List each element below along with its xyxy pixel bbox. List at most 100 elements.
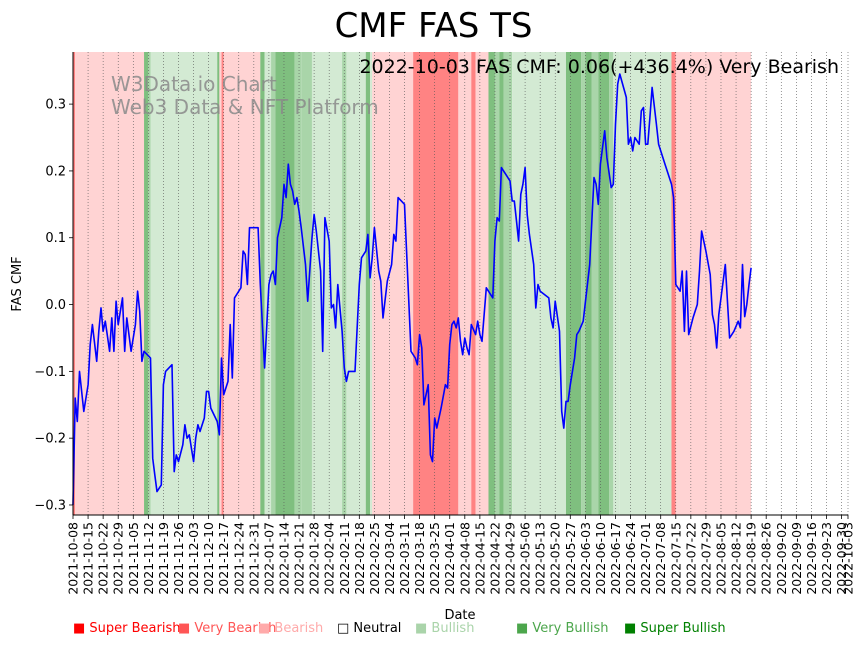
band-very_bullish (275, 52, 295, 515)
x-axis-label: Date (444, 608, 475, 623)
x-tick-label: 2022-05-13 (533, 522, 548, 595)
x-tick-label: 2022-09-09 (789, 522, 804, 595)
y-tick-label: 0.0 (45, 298, 66, 313)
x-tick-label: 2022-03-25 (427, 522, 442, 595)
band-bullish (150, 52, 218, 515)
x-tick-label: 2021-11-05 (126, 522, 141, 595)
line-layer (72, 73, 752, 506)
watermark-line-1: W3Data.io Chart (111, 72, 277, 96)
x-tick-label: 2021-10-22 (96, 522, 111, 595)
band-bullish (264, 52, 272, 515)
x-tick-label: 2022-01-14 (276, 522, 291, 595)
band-very_bearish (413, 52, 459, 515)
x-tick-label: 2022-08-12 (729, 522, 744, 595)
legend-item: ■ Super Bullish (624, 621, 726, 636)
axes-layer: 2021-10-08 2021-10-15 2021-10-22 2021-10-29… (34, 52, 856, 595)
band-bullish (370, 52, 373, 515)
series-line (72, 73, 752, 506)
x-tick-label: 2022-06-03 (578, 522, 593, 595)
legend-swatch: ■ (516, 621, 533, 636)
x-tick-label: 2022-04-01 (442, 522, 457, 595)
band-very_bearish (671, 52, 676, 515)
band-very_bullish (598, 52, 610, 515)
band-very_bullish (565, 52, 582, 515)
annotation-text: 2022-10-03 FAS CMF: 0.06(+436.4%) Very B… (359, 56, 839, 78)
legend-label: Bullish (431, 621, 475, 636)
x-tick-label: 2022-07-01 (638, 522, 653, 595)
y-tick-label: 0.3 (45, 98, 66, 113)
band-very_bullish (365, 52, 371, 515)
x-tick-label: 2022-02-11 (337, 522, 352, 595)
band-bullish_mid (148, 52, 151, 515)
x-tick-label: 2021-12-10 (201, 522, 216, 595)
y-tick-label: −0.2 (34, 432, 66, 447)
x-tick-label: 2022-06-10 (593, 522, 608, 595)
y-tick-label: −0.3 (34, 498, 66, 513)
band-very_bearish (73, 52, 76, 515)
band-very_bullish (217, 52, 220, 515)
legend-item: ■ Bearish (258, 621, 323, 636)
x-tick-label: 2022-02-18 (352, 522, 367, 595)
x-tick-label: 2021-11-19 (156, 522, 171, 595)
legend-swatch: ■ (624, 621, 641, 636)
band-very_bullish (499, 52, 504, 515)
x-tick-label: 2021-12-17 (216, 522, 231, 595)
x-tick-label: 2022-10-03 (841, 522, 856, 595)
band-very_bearish (471, 52, 476, 515)
x-tick-label: 2022-09-02 (774, 522, 789, 595)
x-tick-label: 2022-07-15 (668, 522, 683, 595)
band-bearish (475, 52, 489, 515)
legend: ■ Super Bearish ■ Very Bearish ■ Bearish □ … (0, 621, 867, 639)
band-bearish (219, 52, 222, 515)
legend-swatch: ■ (415, 621, 432, 636)
legend-label: Bearish (274, 621, 324, 636)
x-tick-label: 2022-07-08 (653, 522, 668, 595)
legend-item: ■ Very Bullish (516, 621, 608, 636)
band-bullish_mid (581, 52, 586, 515)
legend-label: Very Bearish (194, 621, 277, 636)
y-tick-label: 0.1 (45, 231, 66, 246)
x-tick-label: 2021-10-29 (111, 522, 126, 595)
legend-swatch: ■ (73, 621, 90, 636)
x-tick-label: 2022-09-30 (834, 522, 849, 595)
x-tick-label: 2021-12-24 (231, 522, 246, 595)
band-bearish (75, 52, 145, 515)
x-tick-label: 2021-10-15 (81, 522, 96, 595)
legend-item: ■ Super Bearish (73, 621, 181, 636)
band-bearish (223, 52, 261, 515)
band-bullish (613, 52, 620, 515)
band-bullish_mid (494, 52, 500, 515)
x-tick-label: 2022-05-20 (548, 522, 563, 595)
x-tick-label: 2022-04-22 (487, 522, 502, 595)
band-bearish (372, 52, 383, 515)
x-tick-label: 2022-03-18 (412, 522, 427, 595)
band-very_bullish (488, 52, 495, 515)
x-tick-label: 2022-08-19 (744, 522, 759, 595)
legend-label: Super Bearish (89, 621, 181, 636)
bands-layer (73, 52, 752, 515)
legend-swatch: ■ (178, 621, 195, 636)
x-tick-label: 2022-03-11 (397, 522, 412, 595)
legend-item: ■ Very Bearish (178, 621, 276, 636)
x-tick-label: 2022-09-16 (804, 522, 819, 595)
band-bullish (346, 52, 366, 515)
x-tick-label: 2022-03-04 (382, 522, 397, 595)
x-tick-label: 2021-11-12 (141, 522, 156, 595)
legend-item: ■ Bullish (415, 621, 474, 636)
band-very_bullish (585, 52, 592, 515)
x-tick-label: 2022-06-24 (623, 522, 638, 595)
legend-item: □ Neutral (337, 621, 401, 636)
y-tick-label: 0.2 (45, 164, 66, 179)
x-tick-label: 2022-01-21 (292, 522, 307, 595)
legend-label: Neutral (353, 621, 402, 636)
x-tick-label: 2021-12-31 (246, 522, 261, 595)
legend-swatch: □ (337, 621, 354, 636)
band-bullish (311, 52, 343, 515)
legend-swatch: ■ (258, 621, 275, 636)
x-tick-label: 2021-12-03 (186, 522, 201, 595)
band-very_bearish (221, 52, 224, 515)
legend-label: Super Bullish (640, 621, 726, 636)
x-tick-label: 2022-07-22 (683, 522, 698, 595)
band-very_bullish (144, 52, 149, 515)
band-bullish (512, 52, 566, 515)
